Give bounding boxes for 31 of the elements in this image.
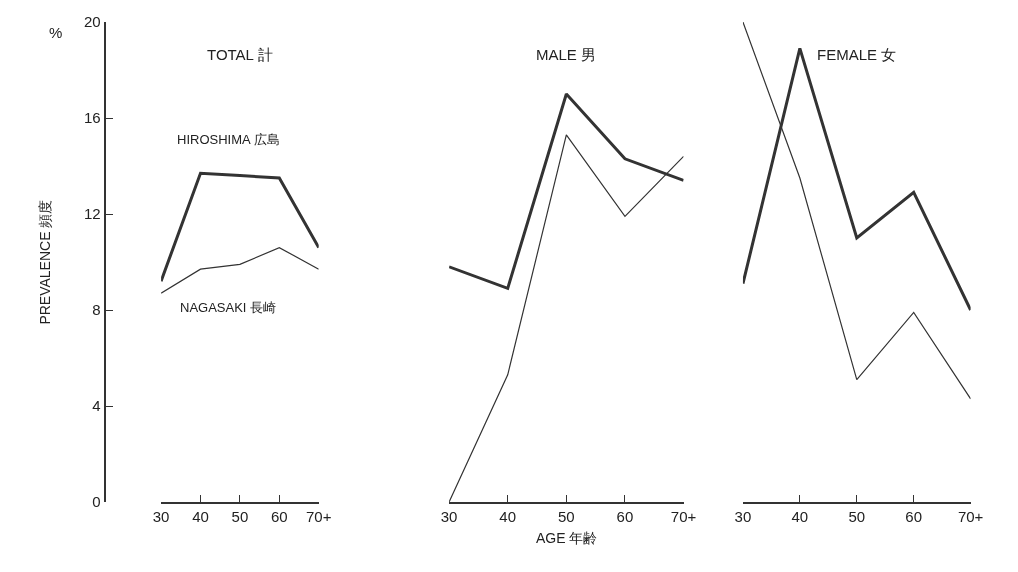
line-series: [161, 247, 319, 294]
x-tick-label: 30: [734, 508, 752, 525]
series-label: NAGASAKI 長崎: [180, 300, 277, 315]
line-series: [161, 171, 319, 283]
y-tick-label: 0: [92, 493, 101, 511]
x-tick-label: 50: [558, 508, 575, 525]
x-axis-title: AGE 年齢: [536, 530, 598, 546]
y-tick-label: 20: [83, 13, 101, 31]
y-tick-label: 4: [92, 397, 101, 415]
x-tick-label: 60: [270, 508, 288, 525]
text: FEMALE 女: [817, 46, 897, 63]
x-tick-label: 50: [231, 508, 249, 525]
text: MALE 男: [536, 46, 597, 63]
text: %: [49, 24, 63, 41]
x-tick-label: 70+: [305, 508, 332, 525]
text: HIROSHIMA 広島: [177, 132, 280, 147]
y-tick-label: 12: [83, 205, 101, 223]
x-tick-label: 40: [791, 508, 809, 525]
y-tick-label: 8: [92, 301, 101, 319]
y-axis-title: PREVALENCE 頻度: [36, 199, 53, 325]
x-tick-label: 40: [192, 508, 209, 525]
x-tick-label: 30: [152, 508, 170, 525]
x-tick-label: 40: [499, 508, 517, 525]
x-tick-label: 70+: [957, 508, 984, 525]
y-tick-label: 16: [83, 109, 101, 127]
x-tick-label: 30: [440, 508, 458, 525]
x-tick-label: 70+: [670, 508, 697, 525]
x-tick-label: 50: [848, 508, 866, 525]
x-tick-label: 60: [616, 508, 634, 525]
x-tick-label: 60: [905, 508, 923, 525]
text: TOTAL 計: [207, 46, 273, 63]
